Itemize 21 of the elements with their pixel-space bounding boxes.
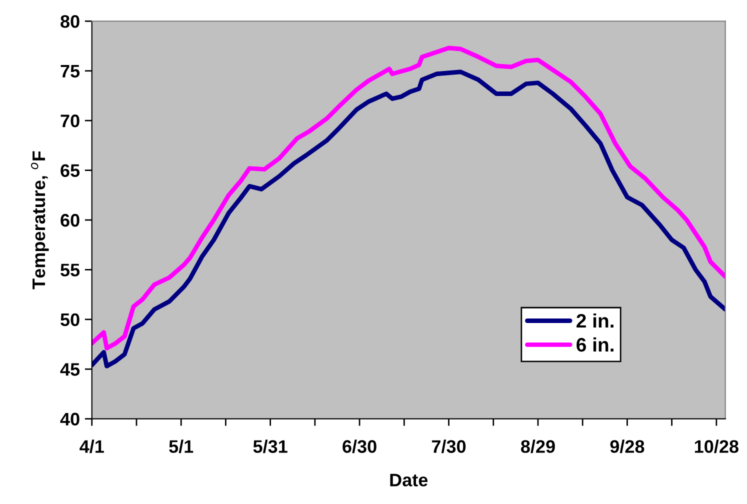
x-tick-label: 7/30: [432, 440, 466, 454]
x-tick-label: 4/1: [80, 440, 104, 454]
y-tick-label: 55: [60, 264, 80, 276]
x-tick-label: 6/30: [342, 440, 376, 454]
x-tick-label: 5/31: [253, 440, 288, 454]
y-axis-title: Temperature, $^{o}$F: [31, 151, 49, 290]
y-tick-label: 50: [60, 313, 80, 326]
y-tick-label: 70: [60, 114, 80, 128]
y-tick-label: 65: [60, 164, 80, 178]
x-tick-label: 8/29: [520, 440, 555, 454]
y-tick-label: 40: [60, 412, 80, 426]
legend-label: 6 in.: [576, 337, 614, 352]
x-tick-label: 5/1: [169, 440, 194, 454]
y-tick-label: 60: [60, 214, 80, 227]
y-tick-label: 45: [60, 363, 80, 376]
x-axis-title: Date: [390, 474, 428, 486]
y-tick-label: 75: [60, 64, 80, 78]
x-tick-label: 10/28: [694, 440, 738, 454]
legend-label: 2 in.: [576, 313, 614, 328]
x-tick-label: 9/28: [610, 440, 644, 454]
y-tick-label: 80: [60, 15, 80, 28]
